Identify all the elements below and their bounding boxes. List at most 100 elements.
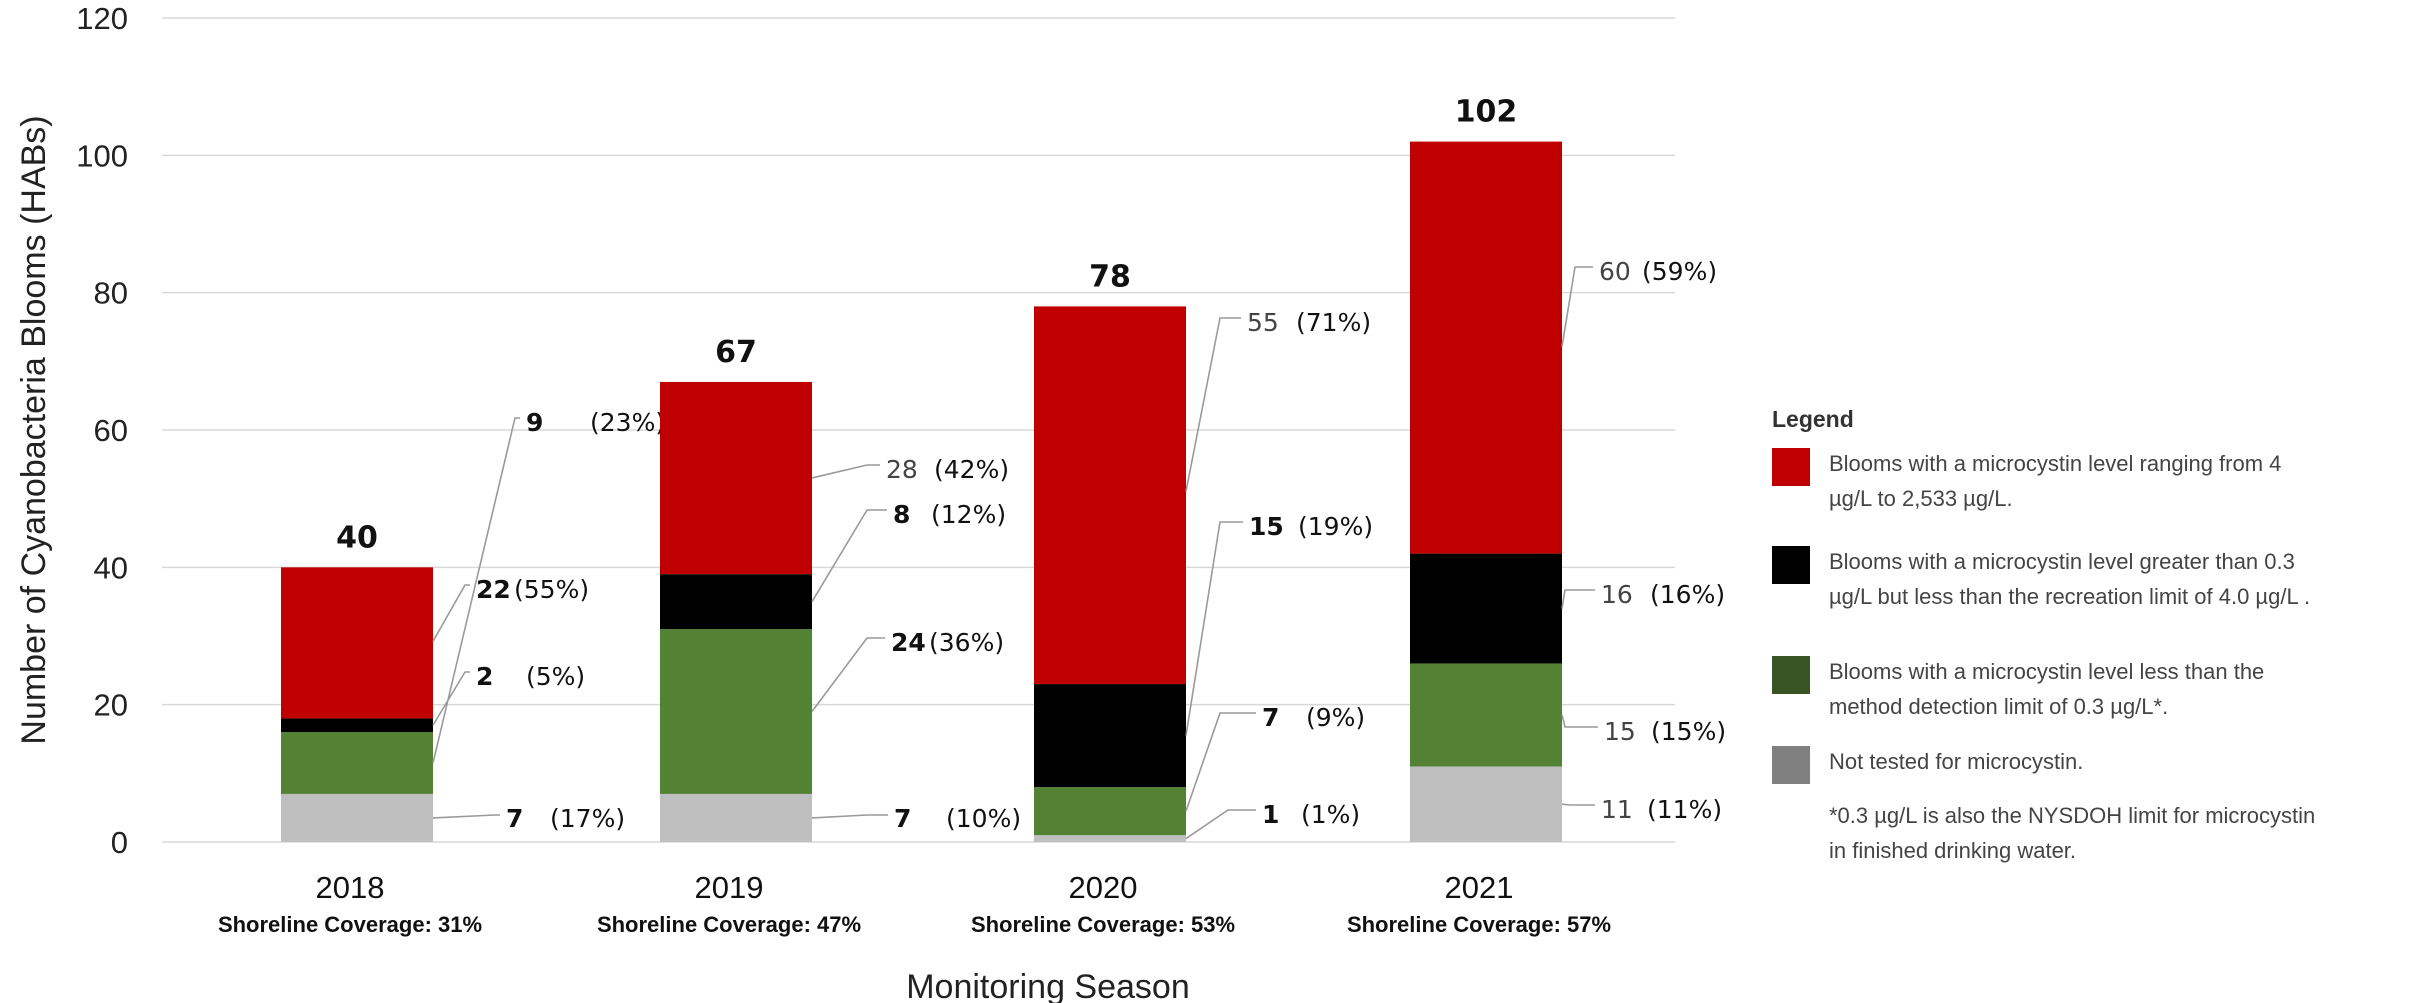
callout-value: 22 <box>476 575 511 604</box>
callout-leader-line <box>1185 809 1256 840</box>
shoreline-coverage-label: Shoreline Coverage: 47% <box>597 912 861 937</box>
callout-percent: (16%) <box>1650 580 1725 609</box>
legend-item-text: Blooms with a microcystin level less tha… <box>1829 659 2264 684</box>
y-tick-label: 60 <box>94 413 128 448</box>
bar-total-label: 102 <box>1455 95 1518 130</box>
callout-value: 15 <box>1604 717 1636 746</box>
bar-high-2021 <box>1410 141 1562 554</box>
callout-value: 7 <box>1262 703 1279 732</box>
legend-item-text: µg/L to 2,533 µg/L. <box>1829 486 2013 511</box>
callout-leader-line <box>1185 712 1256 812</box>
callout-percent: (11%) <box>1647 795 1722 824</box>
shoreline-coverage-label: Shoreline Coverage: 31% <box>218 912 482 937</box>
legend-swatch <box>1772 546 1810 584</box>
callout-value: 16 <box>1601 580 1633 609</box>
callout-value: 55 <box>1247 308 1279 337</box>
shoreline-coverage-label: Shoreline Coverage: 57% <box>1347 912 1611 937</box>
callout-percent: (59%) <box>1642 257 1717 286</box>
callout-value: 1 <box>1262 800 1279 829</box>
callout-percent: (5%) <box>526 662 585 691</box>
bar-between_limits-2020 <box>1034 684 1186 788</box>
x-tick-label: 2018 <box>316 870 385 905</box>
legend-item-text: method detection limit of 0.3 µg/L*. <box>1829 694 2168 719</box>
y-tick-label: 20 <box>94 688 128 723</box>
bar-not_tested-2019 <box>660 793 812 842</box>
callout-leader-line <box>1185 317 1241 492</box>
bar-not_tested-2020 <box>1034 835 1186 842</box>
legend-footnote: *0.3 µg/L is also the NYSDOH limit for m… <box>1829 803 2315 828</box>
callout-leader-line <box>811 464 880 479</box>
callout-percent: (19%) <box>1298 512 1373 541</box>
legend-footnote: in finished drinking water. <box>1829 838 2076 863</box>
callout-leader-line <box>432 814 500 819</box>
callout-value: 28 <box>886 455 918 484</box>
bar-high-2020 <box>1034 306 1186 685</box>
callout-percent: (42%) <box>934 455 1009 484</box>
callout-leader-line <box>1561 266 1593 347</box>
bar-below_detection-2021 <box>1410 663 1562 767</box>
bar-between_limits-2018 <box>281 718 433 733</box>
callout-value: 60 <box>1599 257 1631 286</box>
callout-leader-line <box>1561 803 1595 806</box>
bar-between_limits-2021 <box>1410 553 1562 664</box>
callout-leader-line <box>432 584 470 642</box>
legend-item-text: Blooms with a microcystin level ranging … <box>1829 451 2281 476</box>
callout-percent: (9%) <box>1306 703 1365 732</box>
callout-percent: (36%) <box>929 628 1004 657</box>
callout-percent: (55%) <box>514 575 589 604</box>
callout-value: 7 <box>894 804 911 833</box>
bar-below_detection-2020 <box>1034 787 1186 836</box>
callout-value: 15 <box>1249 512 1284 541</box>
y-tick-label: 100 <box>76 138 128 173</box>
callout-percent: (17%) <box>550 804 625 833</box>
callout-leader-line <box>811 509 887 603</box>
legend-swatch <box>1772 746 1810 784</box>
bar-total-label: 40 <box>336 520 378 555</box>
callout-percent: (12%) <box>931 500 1006 529</box>
legend-item-text: µg/L but less than the recreation limit … <box>1829 584 2310 609</box>
bar-high-2018 <box>281 567 433 719</box>
y-axis-title: Number of Cyanobacteria Blooms (HABs) <box>15 115 53 744</box>
legend-item-text: Not tested for microcystin. <box>1829 749 2083 774</box>
callout-percent: (1%) <box>1301 800 1360 829</box>
callout-percent: (15%) <box>1651 717 1726 746</box>
callout-percent: (10%) <box>946 804 1021 833</box>
callout-leader-line <box>1561 714 1598 728</box>
callout-leader-line <box>811 637 885 713</box>
callout-value: 9 <box>526 408 543 437</box>
bar-between_limits-2019 <box>660 574 812 630</box>
shoreline-coverage-label: Shoreline Coverage: 53% <box>971 912 1235 937</box>
legend-swatch <box>1772 656 1810 694</box>
y-tick-label: 120 <box>76 1 128 36</box>
x-tick-label: 2020 <box>1069 870 1138 905</box>
x-tick-label: 2021 <box>1445 870 1514 905</box>
legend-item-text: Blooms with a microcystin level greater … <box>1829 549 2295 574</box>
callout-value: 8 <box>893 500 910 529</box>
callout-leader-line <box>1561 589 1595 609</box>
callout-value: 2 <box>476 662 493 691</box>
legend-swatch <box>1772 448 1810 486</box>
y-tick-label: 40 <box>94 550 128 585</box>
callout-leader-line <box>432 417 520 764</box>
callout-leader-line <box>1185 521 1243 736</box>
y-tick-label: 80 <box>94 276 128 311</box>
bar-below_detection-2019 <box>660 629 812 794</box>
callout-percent: (23%) <box>590 408 665 437</box>
x-axis-title: Monitoring Season <box>906 968 1190 1003</box>
callout-value: 7 <box>506 804 523 833</box>
callout-percent: (71%) <box>1296 308 1371 337</box>
bar-total-label: 78 <box>1089 259 1131 294</box>
bar-not_tested-2018 <box>281 793 433 842</box>
legend-title: Legend <box>1772 406 1854 432</box>
callout-leader-line <box>432 671 470 726</box>
bar-high-2019 <box>660 381 812 575</box>
callout-value: 11 <box>1601 795 1633 824</box>
callout-value: 24 <box>891 628 926 657</box>
bar-below_detection-2018 <box>281 732 433 794</box>
y-tick-label: 0 <box>111 825 128 860</box>
x-tick-label: 2019 <box>695 870 764 905</box>
bar-not_tested-2021 <box>1410 766 1562 842</box>
callout-leader-line <box>811 814 888 819</box>
